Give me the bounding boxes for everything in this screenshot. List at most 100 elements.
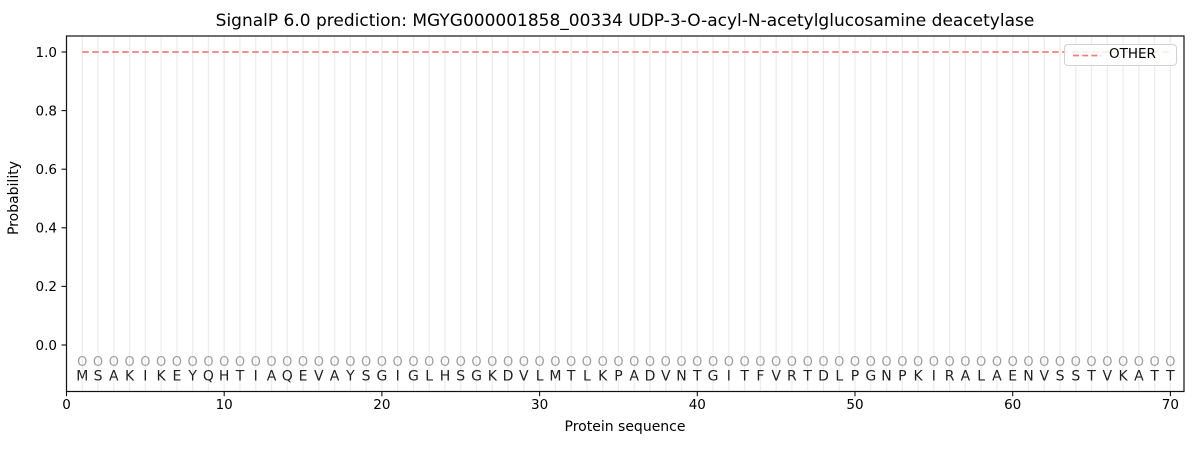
sequence-letter: V	[314, 369, 324, 385]
sequence-letter: P	[851, 369, 859, 385]
residue-marker: O	[298, 355, 308, 370]
residue-marker: O	[1118, 355, 1128, 370]
sequence-letter: S	[1071, 369, 1080, 385]
y-axis-label: Probability	[6, 161, 22, 236]
sequence-letter: K	[125, 369, 135, 385]
residue-marker: O	[393, 355, 403, 370]
residue-marker: O	[77, 355, 87, 370]
sequence-letter: S	[362, 369, 371, 385]
residue-marker: O	[456, 355, 466, 370]
residue-marker: O	[645, 355, 655, 370]
sequence-letter: T	[1149, 369, 1159, 385]
residue-marker: O	[897, 355, 907, 370]
x-tick-label: 40	[689, 397, 706, 413]
residue-marker: O	[629, 355, 639, 370]
y-tick-label: 0.0	[36, 338, 57, 354]
residue-marker: O	[866, 355, 876, 370]
residue-marker: O	[708, 355, 718, 370]
sequence-letter: A	[330, 369, 340, 385]
sequence-letter: F	[756, 369, 764, 385]
sequence-letter: H	[440, 369, 451, 385]
sequence-letter: I	[143, 369, 147, 385]
residue-marker: O	[787, 355, 797, 370]
sequence-letter: L	[835, 369, 843, 385]
sequence-letter: K	[488, 369, 498, 385]
residue-marker: O	[266, 355, 276, 370]
y-tick-label: 1.0	[36, 45, 57, 61]
residue-marker: O	[613, 355, 623, 370]
sequence-letter: V	[771, 369, 781, 385]
sequence-letter: T	[235, 369, 245, 385]
residue-marker: O	[471, 355, 481, 370]
sequence-letter: V	[519, 369, 529, 385]
legend-dashed-line-icon	[1073, 54, 1101, 56]
sequence-letter: M	[549, 369, 561, 385]
chart-title: SignalP 6.0 prediction: MGYG000001858_00…	[215, 11, 1035, 31]
sequence-letter: L	[536, 369, 544, 385]
residue-marker: O	[1086, 355, 1096, 370]
residue-marker: O	[503, 355, 513, 370]
residue-marker: O	[235, 355, 245, 370]
residue-marker: O	[203, 355, 213, 370]
y-tick-label: 0.2	[36, 279, 57, 295]
residue-marker: O	[1102, 355, 1112, 370]
x-axis-label: Protein sequence	[564, 419, 686, 435]
residue-marker: O	[739, 355, 749, 370]
residue-marker: O	[566, 355, 576, 370]
sequence-letter: G	[865, 369, 876, 385]
sequence-letter: D	[503, 369, 514, 385]
residue-marker: O	[172, 355, 182, 370]
residue-marker: O	[314, 355, 324, 370]
residue-marker: O	[519, 355, 529, 370]
residue-marker: O	[598, 355, 608, 370]
sequence-letter: T	[1086, 369, 1096, 385]
residue-marker: O	[755, 355, 765, 370]
sequence-letter: N	[1023, 369, 1033, 385]
residue-marker: O	[1039, 355, 1049, 370]
sequence-letter: A	[1134, 369, 1144, 385]
residue-marker: O	[1071, 355, 1081, 370]
sequence-letter: V	[1039, 369, 1049, 385]
residue-marker: O	[913, 355, 923, 370]
x-tick-label: 60	[1004, 397, 1021, 413]
residue-marker: O	[550, 355, 560, 370]
axes-spines	[65, 35, 1185, 393]
residue-marker: O	[771, 355, 781, 370]
residue-marker: O	[534, 355, 544, 370]
sequence-letter: T	[739, 369, 749, 385]
residue-marker: O	[377, 355, 387, 370]
sequence-letter: N	[881, 369, 891, 385]
sequence-letter: I	[727, 369, 731, 385]
sequence-letter: A	[992, 369, 1002, 385]
y-tick-label: 0.6	[36, 162, 57, 178]
legend: OTHER	[1064, 44, 1177, 66]
sequence-letter: Q	[282, 369, 293, 385]
residue-marker: O	[992, 355, 1002, 370]
residue-marker: O	[803, 355, 813, 370]
sequence-letter: V	[1103, 369, 1113, 385]
residue-marker: O	[408, 355, 418, 370]
residue-marker: O	[109, 355, 119, 370]
residue-marker: O	[818, 355, 828, 370]
sequence-letter: T	[566, 369, 576, 385]
sequence-letter: T	[692, 369, 702, 385]
residue-marker: O	[661, 355, 671, 370]
sequence-letter: L	[425, 369, 433, 385]
sequence-letter: T	[802, 369, 812, 385]
residue-marker: O	[724, 355, 734, 370]
residue-marker: O	[850, 355, 860, 370]
sequence-letter: E	[1008, 369, 1017, 385]
residue-marker: O	[251, 355, 261, 370]
sequence-letter: E	[172, 369, 181, 385]
residue-marker: O	[156, 355, 166, 370]
sequence-letter: P	[614, 369, 622, 385]
residue-marker: O	[219, 355, 229, 370]
residue-marker: O	[1023, 355, 1033, 370]
x-tick-label: 70	[1162, 397, 1179, 413]
x-tick-label: 20	[373, 397, 390, 413]
sequence-letter: K	[1118, 369, 1128, 385]
